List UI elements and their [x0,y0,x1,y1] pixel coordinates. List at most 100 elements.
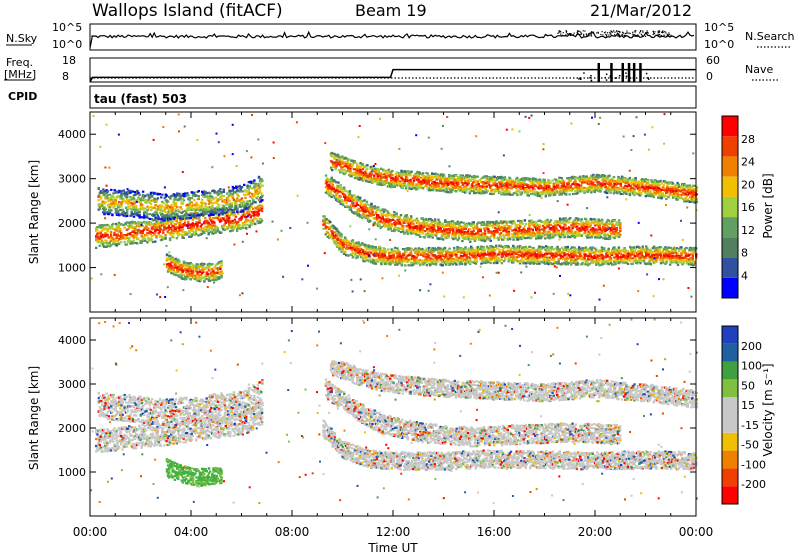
nsearch-dot [571,34,573,36]
range-gate-cell [334,243,338,246]
range-gate-cell [145,215,148,218]
range-gate-cell [560,262,564,265]
range-gate-cell [400,263,404,266]
range-gate-cell [175,220,179,223]
range-gate-cell [201,262,204,265]
range-gate-cell [437,255,440,258]
range-gate-cell [147,194,150,197]
range-gate-cell [197,267,200,270]
range-gate-cell [489,261,492,265]
range-gate-cell [261,184,264,187]
range-gate-cell [174,229,177,232]
range-gate-cell [116,227,119,230]
range-gate-cell [123,226,126,229]
range-gate-cell [428,251,431,254]
range-gate-cell [202,264,205,267]
range-gate-cell [668,263,672,266]
range-gate-cell [247,193,250,196]
range-gate-cell [165,214,169,218]
nave-dot [621,75,624,78]
range-gate-cell [335,165,338,168]
range-gate-cell [479,247,482,250]
range-gate-cell [399,259,402,262]
range-gate-cell [144,198,147,202]
range-gate-cell [374,251,377,254]
range-gate-cell [213,190,216,193]
nsearch-dot [637,35,640,37]
range-gate-cell [198,221,201,224]
range-gate-cell [457,246,460,249]
range-gate-cell [183,209,187,213]
range-gate-cell [206,208,210,211]
range-gate-cell [121,208,124,211]
range-gate-cell [570,247,573,250]
range-gate-cell [146,234,149,237]
range-gate-cell [361,163,365,166]
range-gate-cell [367,244,371,247]
range-gate-cell [187,262,190,265]
range-gate-cell [245,190,248,193]
range-gate-cell [248,186,252,189]
range-gate-cell [157,222,160,226]
range-gate-cell [151,207,154,210]
nsearch-dot [634,30,636,32]
range-gate-cell [464,246,467,249]
noise-right-top-tick: 10^5 [704,21,734,34]
range-gate-cell [101,243,105,246]
range-gate-cell [440,258,443,261]
range-gate-cell [109,244,113,247]
range-gate-cell [185,194,188,197]
nsearch-dot [632,31,634,33]
range-gate-cell [249,221,252,224]
range-gate-cell [337,237,340,240]
range-gate-cell [672,252,675,255]
range-gate-cell [236,211,239,214]
range-gate-cell [659,262,663,265]
range-gate-cell [398,260,401,263]
nsearch-dot [588,33,590,35]
nsearch-dot [662,30,664,32]
range-gate-cell [335,239,339,242]
nsearch-dot [614,35,616,37]
range-gate-cell [168,237,172,240]
range-gate-cell [446,262,449,265]
range-gate-cell [329,221,332,224]
range-gate-cell [500,258,504,262]
range-gate-cell [117,221,121,224]
range-gate-cell [395,260,398,263]
range-gate-cell [189,268,192,271]
range-gate-cell [143,217,146,220]
range-gate-cell [208,192,212,195]
range-gate-cell [208,209,212,213]
range-gate-cell [332,234,335,237]
range-gate-cell [113,233,116,237]
range-gate-cell [226,207,229,210]
range-gate-cell [98,192,102,195]
range-gate-cell [496,260,499,263]
range-gate-cell [570,261,573,264]
range-gate-cell [172,201,175,204]
nsearch-dot [642,31,644,33]
range-gate-cell [658,258,661,261]
range-gate-cell [590,248,593,251]
range-gate-cell [153,197,156,200]
range-gate-cell [634,257,638,260]
range-gate-cell [142,235,146,238]
range-gate-cell [455,263,458,266]
range-gate-cell [337,155,341,158]
range-gate-cell [642,258,646,261]
range-gate-cell [247,206,250,209]
range-gate-cell [501,249,505,252]
range-gate-cell [172,268,175,271]
range-gate-cell [535,262,539,265]
range-gate-cell [235,229,239,232]
range-gate-cell [425,261,429,264]
range-gate-cell [513,246,516,249]
range-gate-cell [253,179,256,182]
range-gate-cell [482,255,485,258]
range-gate-cell [495,244,498,247]
range-gate-cell [258,204,262,207]
range-gate-cell [626,262,630,265]
range-gate-cell [146,228,149,231]
nsearch-dot [640,30,642,32]
